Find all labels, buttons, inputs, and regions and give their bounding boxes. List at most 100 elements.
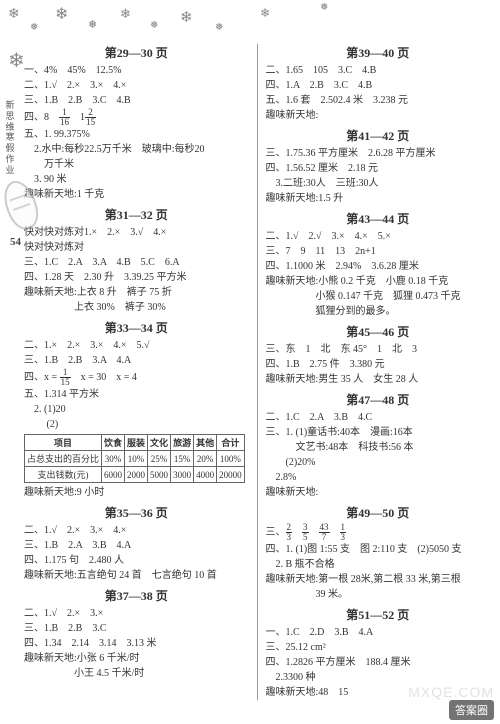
answer-line: 三、1.B 2.A 3.B 4.A [24,538,249,553]
answer-line: 2.水中:每秒22.5万千米 玻璃中:每秒20 [24,142,249,157]
answer-line: 四、1.A 2.B 3.C 4.B [266,78,491,93]
table-header-cell: 文化 [148,435,171,451]
answer-line: 3.二班:30人 三班:30人 [266,176,491,191]
spine-char: 假 [2,143,18,154]
table-cell: 4000 [194,467,217,483]
table-cell: 20000 [217,467,245,483]
page-range-header: 第43—44 页 [266,210,491,227]
answer-line: 四、1.175 句 2.480 人 [24,553,249,568]
answer-line: 四、1. (1)图 1:55 支 图 2:110 支 (2)5050 支 [266,542,491,557]
page-range-header: 第41—42 页 [266,127,491,144]
answer-line: 趣味新天地:9 小时 [24,485,249,500]
table-row: 支出钱数(元)6000200050003000400020000 [25,467,245,483]
answer-line: 趣味新天地: [266,485,491,500]
data-table: 项目饮食服装文化旅游其他合计占总支出的百分比30%10%25%15%20%100… [24,434,245,483]
page-range-header: 第33—34 页 [24,319,249,336]
answer-line: 三、1.B 2.B 3.C 4.B [24,93,249,108]
right-column: 第39—40 页二、1.65 105 3.C 4.B四、1.A 2.B 3.C … [266,40,491,700]
answer-line: 三、1.C 2.A 3.A 4.B 5.C 6.A [24,255,249,270]
table-header-cell: 服装 [125,435,148,451]
answer-line: 三、1.75.36 平方厘米 2.6.28 平方厘米 [266,146,491,161]
answer-line: 二、1.√ 2.× 3.× 4.× [24,523,249,538]
spine-text: 新思维寒假作业 [2,100,18,176]
table-cell: 30% [102,451,125,467]
column-divider [257,44,258,700]
table-cell: 15% [171,451,194,467]
spine-char: 寒 [2,132,18,143]
answer-line: 三、7 9 11 13 2n+1 [266,244,491,259]
spine-char: 业 [2,165,18,176]
answer-line: 三、23 35 437 13 [266,523,491,542]
page-number: 54 [10,236,21,248]
answer-line: 五、1.6 套 2.502.4 米 3.238 元 [266,93,491,108]
answer-line: 趣味新天地:1.5 升 [266,191,491,206]
table-header-cell: 项目 [25,435,102,451]
answer-line: (2) [24,417,249,432]
answer-line: 二、1.× 2.× 3.× 4.× 5.√ [24,338,249,353]
answer-line: 2.8% [266,470,491,485]
table-cell: 2000 [125,467,148,483]
answer-line: 二、1.65 105 3.C 4.B [266,63,491,78]
answer-line: 39 米。 [266,587,491,602]
table-cell: 10% [125,451,148,467]
watermark-url: MXQE.COM [408,684,494,700]
answer-line: 一、4% 45% 12.5% [24,63,249,78]
answer-line: 趣味新天地:上衣 8 升 裤子 75 折 [24,285,249,300]
answer-line: 上衣 30% 裤子 30% [24,300,249,315]
watermark-badge: 答案圈 [449,700,494,720]
page-range-header: 第51—52 页 [266,606,491,623]
answer-line: 四、x = 115 x = 30 x = 4 [24,368,249,387]
answer-line: 小王 4.5 千米/时 [24,666,249,681]
answer-line: 四、8 116 1215 [24,108,249,127]
table-cell: 占总支出的百分比 [25,451,102,467]
answer-line: 趣味新天地:1 千克 [24,187,249,202]
answer-line: 3. 90 米 [24,172,249,187]
page-range-header: 第39—40 页 [266,44,491,61]
answer-line: 2.3300 种 [266,670,491,685]
answer-line: 一、1.C 2.D 3.B 4.A [266,625,491,640]
answer-line: 三、1. (1)童话书:40本 漫画:16本 [266,425,491,440]
page-range-header: 第45—46 页 [266,323,491,340]
answer-line: 三、1.B 2.B 3.A 4.A [24,353,249,368]
table-cell: 5000 [148,467,171,483]
answer-line: 二、1.√ 2.× 3.× 4.× [24,78,249,93]
answer-line: 三、25.12 cm² [266,640,491,655]
answer-line: 二、1.C 2.A 3.B 4.C [266,410,491,425]
answer-line: 万千米 [24,157,249,172]
page-range-header: 第47—48 页 [266,391,491,408]
table-header-cell: 其他 [194,435,217,451]
table-header-cell: 合计 [217,435,245,451]
answer-line: 2. (1)20 [24,402,249,417]
page-range-header: 第29—30 页 [24,44,249,61]
answer-line: 三、东 1 北 东 45° 1 北 3 [266,342,491,357]
answer-line: 趣味新天地:第一根 28米,第二根 33 米,第三根 [266,572,491,587]
table-cell: 支出钱数(元) [25,467,102,483]
table-cell: 25% [148,451,171,467]
answer-line: 趣味新天地:小熊 0.2 千克 小鹿 0.18 千克 [266,274,491,289]
table-header-cell: 旅游 [171,435,194,451]
answer-line: 二、1.√ 2.√ 3.× 4.× 5.× [266,229,491,244]
content-wrapper: 第29—30 页一、4% 45% 12.5%二、1.√ 2.× 3.× 4.×三… [0,0,500,710]
left-column: 第29—30 页一、4% 45% 12.5%二、1.√ 2.× 3.× 4.×三… [24,40,249,700]
answer-line: 四、1.56.52 厘米 2.18 元 [266,161,491,176]
table-header-cell: 饮食 [102,435,125,451]
table-cell: 6000 [102,467,125,483]
answer-line: 趣味新天地:男生 35 人 女生 28 人 [266,372,491,387]
answer-line: 三、1.B 2.B 3.C [24,621,249,636]
answer-line: 快对快对炼对1.× 2.× 3.√ 4.× [24,225,249,240]
table-cell: 20% [194,451,217,467]
answer-line: 狐狸分到的最多。 [266,304,491,319]
table-cell: 3000 [171,467,194,483]
answer-line: 小猴 0.147 千克 狐狸 0.473 千克 [266,289,491,304]
answer-line: 趣味新天地:小张 6 千米/时 [24,651,249,666]
table-row: 占总支出的百分比30%10%25%15%20%100% [25,451,245,467]
page-range-header: 第35—36 页 [24,504,249,521]
spine-char: 维 [2,122,18,133]
answer-line: (2)20% [266,455,491,470]
answer-line: 五、1. 99.375% [24,127,249,142]
answer-line: 快对快对炼对 [24,240,249,255]
answer-line: 四、1.34 2.14 3.14 3.13 米 [24,636,249,651]
answer-line: 四、1.2826 平方厘米 188.4 厘米 [266,655,491,670]
spine-char: 思 [2,111,18,122]
answer-line: 趣味新天地:五言绝句 24 首 七言绝句 10 首 [24,568,249,583]
